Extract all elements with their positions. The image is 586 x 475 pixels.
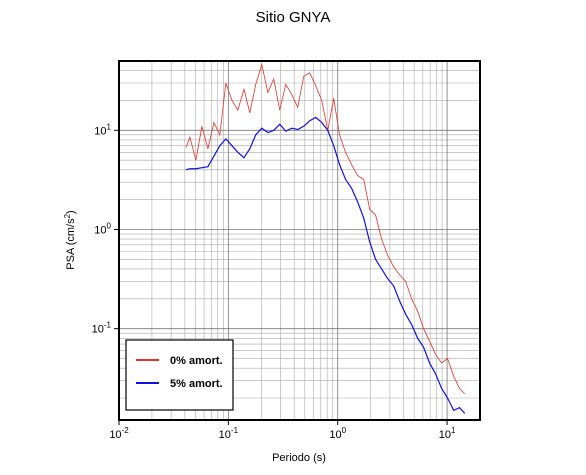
y-axis-label-end: ) <box>65 210 77 214</box>
x-tick-base: 10 <box>109 429 121 441</box>
y-tick-exponent: 0 <box>107 221 112 230</box>
legend-label: 5% amort. <box>170 378 223 390</box>
plot-frame <box>118 60 481 421</box>
legend-box <box>125 339 234 411</box>
y-tick-exponent: 1 <box>107 122 112 131</box>
chart-title: Sitio GNYA <box>256 9 331 26</box>
x-tick-exponent: 1 <box>451 426 456 435</box>
y-tick-base: 10 <box>92 324 104 336</box>
legend-label: 0% amort. <box>170 355 223 367</box>
y-axis-label-sup: 2 <box>63 213 72 218</box>
series-line <box>185 116 466 414</box>
y-axis-label: PSA (cm/s2) <box>63 210 77 269</box>
y-tick-base: 10 <box>94 224 106 236</box>
x-tick-label: 101 <box>439 426 456 441</box>
x-tick-exponent: -2 <box>122 426 130 435</box>
x-tick-label: 10-2 <box>109 426 129 441</box>
x-tick-base: 10 <box>329 429 341 441</box>
x-tick-exponent: -1 <box>231 426 239 435</box>
y-tick-label: 101 <box>94 122 111 137</box>
x-tick-base: 10 <box>439 429 451 441</box>
x-tick-base: 10 <box>219 429 231 441</box>
x-tick-exponent: 0 <box>342 426 347 435</box>
y-tick-label: 100 <box>94 221 111 236</box>
x-tick-label: 100 <box>329 426 346 441</box>
x-tick-label: 10-1 <box>219 426 239 441</box>
y-tick-base: 10 <box>94 125 106 137</box>
y-axis-label-text: PSA (cm/s <box>65 218 77 270</box>
y-tick-exponent: -1 <box>104 321 112 330</box>
x-axis-label: Periodo (s) <box>272 452 326 464</box>
y-tick-label: 10-1 <box>92 321 112 336</box>
series-line <box>185 63 466 395</box>
